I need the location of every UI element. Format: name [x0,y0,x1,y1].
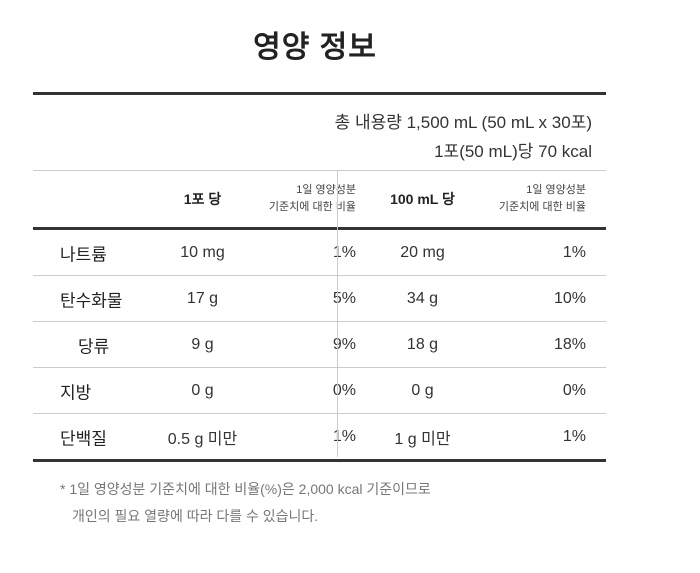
column-divider [337,170,338,457]
table-row: 단백질 0.5 g 미만 1% 1 g 미만 1% [33,414,606,459]
header-pct-line2: 기준치에 대한 비율 [268,201,356,213]
daily-pct-pack: 1% [332,243,356,261]
table-bottom-rule [33,459,606,462]
summary: 총 내용량 1,500 mL (50 mL x 30포) 1포(50 mL)당 … [33,95,606,170]
value-per-100ml: 18 g [406,335,439,353]
nutrient-name: 나트륨 [60,245,107,264]
header-pct-line1: 1일 영양성분 [526,184,586,196]
header-per-100ml: 100 mL 당 [390,191,455,207]
daily-pct-pack: 5% [332,289,356,307]
table-top-rule [33,92,606,95]
divider [33,170,606,171]
daily-pct-pack: 0% [332,381,356,399]
value-per-100ml: 34 g [406,289,439,307]
footnote-line1: * 1일 영양성분 기준치에 대한 비율(%)은 2,000 kcal 기준이므… [60,481,431,497]
daily-pct-100ml: 1% [562,427,586,445]
value-per-pack: 9 g [191,335,214,353]
header-pct-line2: 기준치에 대한 비율 [498,201,586,213]
value-per-pack: 0 g [191,381,214,399]
value-per-100ml: 20 mg [400,243,445,261]
total-volume: 총 내용량 1,500 mL (50 mL x 30포) [334,113,592,132]
daily-pct-pack: 1% [332,427,356,445]
calories-per-serving: 1포(50 mL)당 70 kcal [434,142,592,161]
header-pct-line1: 1일 영양성분 [296,184,356,196]
footnote-line2: 개인의 필요 열량에 따라 다를 수 있습니다. [72,508,319,524]
header-per-pack: 1포 당 [183,191,222,207]
footnote: * 1일 영양성분 기준치에 대한 비율(%)은 2,000 kcal 기준이므… [60,476,431,530]
table-row: 탄수화물 17 g 5% 34 g 10% [33,276,606,322]
daily-pct-100ml: 1% [562,243,586,261]
nutrient-name: 당류 [78,337,110,356]
nutrition-table: 총 내용량 1,500 mL (50 mL x 30포) 1포(50 mL)당 … [33,92,606,462]
table-row: 당류 9 g 9% 18 g 18% [33,322,606,368]
daily-pct-pack: 9% [332,335,356,353]
daily-pct-100ml: 0% [562,381,586,399]
value-per-pack: 17 g [186,289,219,307]
nutrient-name: 지방 [60,383,92,402]
daily-pct-100ml: 18% [553,335,586,353]
table-row: 지방 0 g 0% 0 g 0% [33,368,606,414]
value-per-pack: 10 mg [180,243,225,261]
nutrient-name: 탄수화물 [60,291,123,310]
header-rule [33,227,606,230]
value-per-100ml: 0 g [411,381,434,399]
value-per-100ml: 1 g 미만 [394,430,451,448]
nutrient-name: 단백질 [60,429,107,448]
value-per-pack: 0.5 g 미만 [167,430,238,448]
table-row: 나트륨 10 mg 1% 20 mg 1% [33,230,606,276]
daily-pct-100ml: 10% [553,289,586,307]
page-title: 영양 정보 [253,31,377,64]
